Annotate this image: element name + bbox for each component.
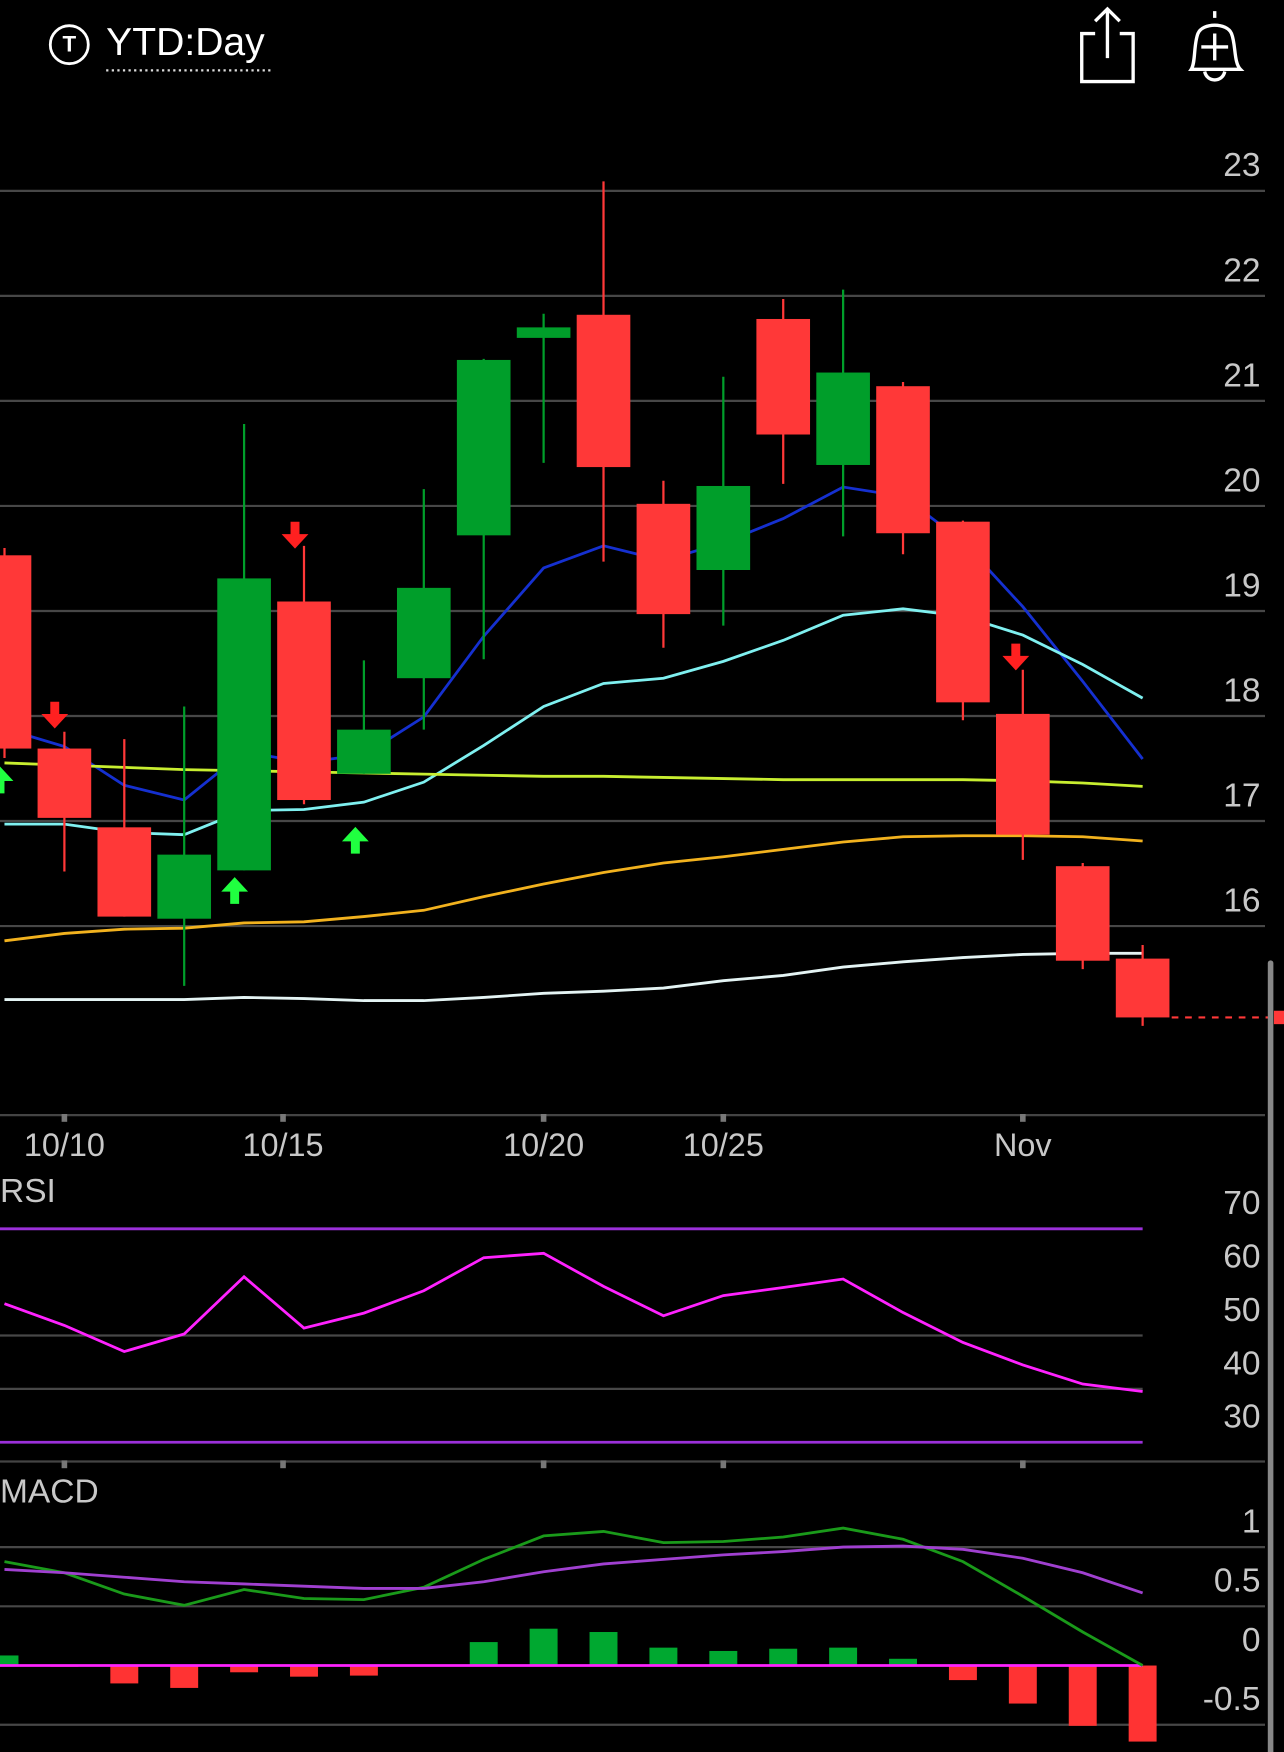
bell-icon — [1188, 11, 1245, 82]
buy-arrow — [0, 766, 14, 794]
histogram-bar — [769, 1648, 798, 1666]
histogram-bar — [290, 1665, 318, 1677]
histogram-bar — [110, 1665, 139, 1684]
candle-body — [996, 713, 1050, 835]
share-button[interactable] — [1080, 6, 1135, 84]
sell-arrow — [1002, 643, 1030, 671]
y-tick-label: 0 — [1242, 1622, 1261, 1659]
indicator-line — [4, 834, 1143, 943]
candle-body — [0, 555, 32, 749]
x-tick-label: 10/15 — [243, 1127, 324, 1163]
candle-body — [396, 587, 451, 679]
timeframe-selector[interactable]: T YTD:Day — [48, 21, 274, 72]
ticker-icon-letter: T — [62, 32, 76, 57]
share-arrow — [1093, 6, 1121, 59]
histogram-bar — [1008, 1665, 1037, 1704]
y-tick-label: 21 — [1223, 357, 1260, 394]
y-tick-label: 1 — [1242, 1503, 1261, 1540]
indicator-line — [4, 1544, 1144, 1595]
histogram-bar — [0, 1655, 19, 1666]
candle-body — [456, 359, 511, 536]
candle-body — [576, 314, 631, 468]
histogram-bar — [1128, 1665, 1157, 1742]
candle-body — [876, 386, 930, 534]
histogram-bar — [589, 1632, 618, 1666]
buy-arrow — [341, 826, 369, 854]
y-tick-label: 0.5 — [1214, 1563, 1261, 1600]
histogram-bar — [529, 1628, 558, 1666]
y-tick-label: 40 — [1223, 1345, 1260, 1382]
signal-arrows — [0, 521, 1030, 904]
histogram-bar — [469, 1642, 498, 1666]
y-tick-label: 22 — [1223, 252, 1260, 289]
candle-body — [97, 827, 152, 917]
indicator-line — [4, 951, 1143, 1002]
indicator-line — [3, 1251, 1143, 1393]
timeframe-label: YTD:Day — [106, 21, 265, 64]
indicator-line — [4, 1526, 1144, 1667]
y-tick-label: 60 — [1223, 1239, 1260, 1276]
histogram-bar — [709, 1650, 738, 1666]
candle-body — [277, 601, 331, 801]
x-tick-label: 10/25 — [683, 1127, 764, 1163]
buy-arrow — [221, 877, 249, 904]
histogram-bar — [1068, 1665, 1097, 1726]
panel-title: MACD — [0, 1474, 99, 1511]
y-tick-label: 30 — [1223, 1399, 1260, 1436]
panel-title: RSI — [0, 1173, 56, 1210]
last-price-marker — [1273, 1010, 1284, 1025]
candle-body — [636, 503, 691, 615]
candle-body — [1115, 958, 1170, 1018]
histogram-bar — [349, 1665, 378, 1676]
histogram-bar — [649, 1647, 678, 1666]
candle-body — [37, 748, 92, 818]
candle-body — [696, 485, 751, 571]
y-tick-label: -0.5 — [1203, 1681, 1261, 1718]
x-tick-label: Nov — [994, 1127, 1052, 1163]
histogram-bar — [230, 1665, 259, 1673]
candle-body — [1055, 866, 1110, 961]
ticker-icon — [48, 24, 90, 66]
candle-body — [157, 854, 212, 919]
y-tick-label: 23 — [1223, 147, 1260, 184]
candle-body — [936, 521, 990, 703]
y-tick-label: 70 — [1223, 1185, 1260, 1222]
y-tick-label: 17 — [1223, 777, 1260, 814]
histogram-bar — [170, 1665, 199, 1688]
candle-body — [337, 729, 391, 774]
histogram-bar — [948, 1665, 977, 1681]
histogram-bar — [829, 1647, 858, 1666]
y-tick-label: 16 — [1223, 882, 1260, 919]
y-tick-label: 19 — [1223, 567, 1260, 604]
candle-body — [217, 578, 271, 871]
alert-button[interactable] — [1188, 11, 1245, 82]
y-tick-label: 50 — [1223, 1292, 1260, 1329]
candle-body — [516, 327, 571, 338]
sell-arrow — [281, 521, 309, 549]
x-tick-label: 10/10 — [24, 1127, 105, 1163]
histogram-bar — [889, 1658, 917, 1666]
sell-arrow — [41, 701, 69, 729]
candle-body — [756, 318, 811, 435]
share-box — [1080, 31, 1135, 84]
plus-icon — [1201, 33, 1229, 61]
x-tick-label: 10/20 — [503, 1127, 584, 1163]
candle-body — [816, 372, 870, 465]
indicator-line — [4, 761, 1143, 788]
y-tick-label: 18 — [1223, 672, 1260, 709]
plot-area: 16 17 18 19 20 21 22 23 10/10 10/15 10/20 10/25 Nov R… — [0, 147, 1284, 1742]
y-tick-label: 20 — [1223, 462, 1260, 499]
